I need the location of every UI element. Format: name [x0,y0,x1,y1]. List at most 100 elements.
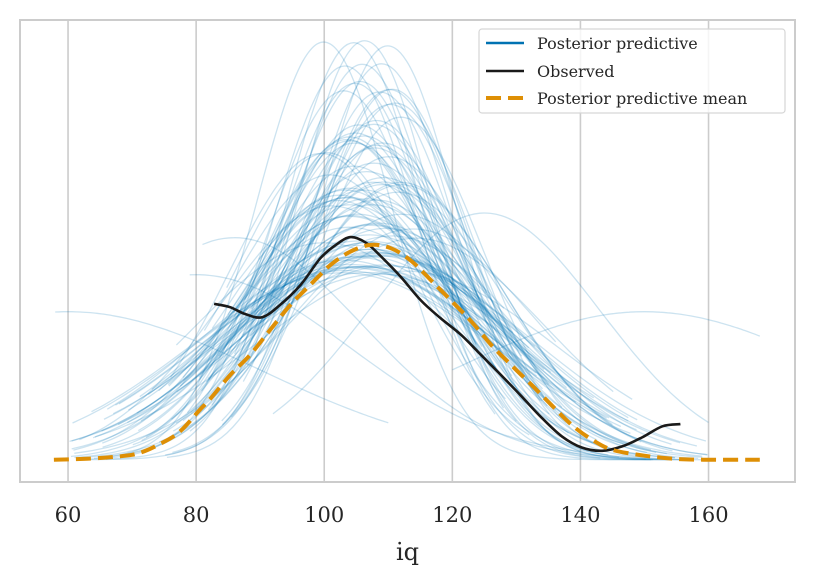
posterior-predictive-sample [226,152,651,460]
posterior-predictive-sample [189,119,495,432]
observed-line [213,235,681,453]
posterior-predictive-sample [103,266,629,422]
posterior-predictive-sample [182,213,652,451]
posterior-predictive-sample [69,265,707,443]
posterior-predictive-sample [250,124,658,460]
posterior-predictive-sample [198,138,673,460]
posterior-predictive-sample [79,205,593,444]
legend-label-posterior-predictive-mean: Posterior predictive mean [537,89,747,108]
posterior-predictive-sample [74,162,598,459]
posterior-predictive-sample [158,184,673,452]
x-tick-labels: 60 80 100 120 140 160 [55,503,729,527]
posterior-predictive-sample [218,264,536,357]
posterior-predictive-sample [245,222,478,331]
grid-lines [67,20,710,482]
x-tick-label-140: 140 [560,503,600,527]
posterior-predictive-sample [241,63,601,459]
legend: Posterior predictive Observed Posterior … [478,28,786,114]
posterior-predictive-sample [233,214,703,458]
posterior-predictive-sample [97,156,699,460]
x-tick-label-100: 100 [304,503,344,527]
posterior-predictive-sample [227,197,550,415]
posterior-predictive-sample [91,272,577,413]
posterior-predictive-sample [171,181,480,420]
posterior-predictive-sample [93,41,652,461]
posterior-predictive-sample [251,248,545,370]
posterior-predictive-sample [117,242,608,426]
posterior-predictive-sample [167,240,474,386]
posterior-predictive-sample [132,183,490,446]
posterior-predictive-sample [186,90,654,461]
posterior-predictive-sample [182,196,513,379]
plot-frame [19,19,796,483]
posterior-predictive-sample [211,80,669,461]
posterior-predictive-sample [106,259,631,435]
posterior-predictive-sample [242,91,487,382]
posterior-predictive-sample [207,123,693,461]
posterior-predictive-sample [190,181,667,455]
posterior-predictive-sample [165,88,569,456]
posterior-predictive-sample [234,263,537,374]
posterior-predictive-sample [81,63,705,461]
posterior-predictive-sample [151,265,480,390]
posterior-predictive-sample [179,234,485,387]
posterior-predictive-sample [72,269,538,424]
posterior-predictive-sample [128,142,557,455]
posterior-predictive-sample [230,116,563,418]
posterior-predictive-sample [101,251,681,444]
posterior-predictive-sample [92,241,568,439]
x-axis-label: iq [396,538,419,566]
posterior-predictive-sample [452,311,761,371]
posterior-predictive-sample [189,274,581,453]
posterior-predictive-sample [112,271,595,415]
posterior-predictive-sample [249,147,640,456]
x-tick-label-120: 120 [432,503,472,527]
posterior-predictive-sample [172,102,646,458]
posterior-predictive-sample [70,171,567,458]
posterior-predictive-sample [198,165,540,414]
posterior-predictive-sample [221,103,543,422]
posterior-predictive-sample [102,187,467,444]
posterior-predictive-sample [169,152,530,436]
posterior-predictive-sample [147,244,546,396]
posterior-predictive-sample [207,227,672,445]
posterior-predictive-sample [233,82,517,422]
posterior-predictive-sample [102,189,648,454]
posterior-predictive-sample [118,266,610,419]
legend-box [478,28,786,114]
posterior-predictive-sample [246,40,505,409]
posterior-predictive-mean-line [53,242,760,462]
posterior-predictive-sample [158,226,702,457]
posterior-predictive-sample [73,189,676,459]
posterior-predictive-sample [141,142,561,442]
posterior-predictive-sample [55,311,389,424]
posterior-predictive-sample [258,204,523,357]
posterior-predictive-sample [166,45,647,461]
posterior-predictive-sample [255,135,525,399]
posterior-predictive-sample [202,237,619,458]
posterior-predictive-sample [200,132,483,392]
posterior-predictive-sample [145,136,477,438]
posterior-predictive-sample [244,140,609,456]
posterior-predictive-sample [272,212,709,424]
x-tick-label-80: 80 [183,503,210,527]
posterior-predictive-sample [205,199,550,385]
legend-label-observed: Observed [537,62,614,81]
posterior-predictive-sample [208,235,505,381]
posterior-predictive-sample [221,88,488,426]
posterior-predictive-sample [71,223,708,456]
x-tick-label-160: 160 [688,503,728,527]
posterior-predictive-sample [140,224,708,456]
posterior-predictive-sample [139,256,622,428]
posterior-predictive-sample [172,191,613,432]
posterior-predictive-sample [182,176,657,454]
posterior-predictive-sample [137,198,543,432]
x-tick-label-60: 60 [55,503,82,527]
legend-label-posterior-predictive: Posterior predictive [537,34,698,53]
posterior-predictive-sample [259,255,638,421]
posterior-predictive-sample [94,270,633,438]
posterior-predictive-sample [74,237,614,454]
posterior-predictive-sample [258,199,512,386]
posterior-predictive-sample [105,42,694,461]
